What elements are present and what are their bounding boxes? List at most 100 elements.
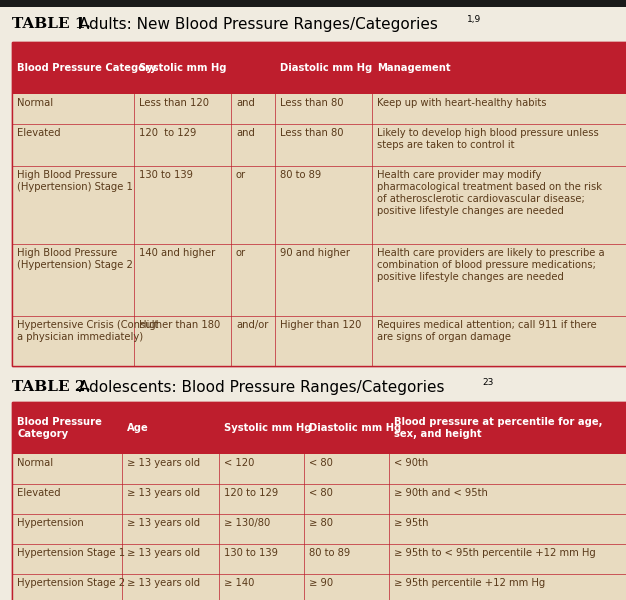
Bar (0, 0, 626, 7)
Text: Systolic mm Hg: Systolic mm Hg (224, 423, 312, 433)
Text: High Blood Pressure
(Hypertension) Stage 1: High Blood Pressure (Hypertension) Stage… (17, 170, 133, 192)
Bar (389, 544, 626, 574)
Bar (122, 574, 219, 600)
Text: Keep up with heart-healthy habits: Keep up with heart-healthy habits (377, 98, 546, 108)
Text: ≥ 95th: ≥ 95th (394, 518, 429, 528)
Text: Normal: Normal (17, 98, 53, 108)
Text: < 90th: < 90th (394, 458, 428, 468)
Text: Diastolic mm Hg: Diastolic mm Hg (309, 423, 401, 433)
Bar (231, 166, 275, 244)
Bar (304, 544, 389, 574)
Bar (12, 316, 134, 366)
Bar (389, 484, 626, 514)
Bar (12, 484, 122, 514)
Text: ≥ 13 years old: ≥ 13 years old (127, 518, 200, 528)
Bar (12, 166, 134, 244)
Bar (12, 402, 122, 454)
Bar (275, 124, 372, 166)
Text: and: and (236, 128, 255, 138)
Bar (231, 316, 275, 366)
Bar (275, 94, 372, 124)
Bar (275, 42, 372, 94)
Text: Diastolic mm Hg: Diastolic mm Hg (280, 63, 372, 73)
Text: Blood Pressure
Category: Blood Pressure Category (17, 417, 102, 439)
Text: Hypertensive Crisis (Consult
a physician immediately): Hypertensive Crisis (Consult a physician… (17, 320, 158, 342)
Text: ≥ 90th and < 95th: ≥ 90th and < 95th (394, 488, 488, 498)
Text: Adolescents: Blood Pressure Ranges/Categories: Adolescents: Blood Pressure Ranges/Categ… (74, 380, 444, 395)
Bar (231, 124, 275, 166)
Bar (134, 244, 231, 316)
Bar (134, 316, 231, 366)
Text: ≥ 13 years old: ≥ 13 years old (127, 458, 200, 468)
Bar (219, 402, 304, 454)
Text: Health care provider may modify
pharmacological treatment based on the risk
of a: Health care provider may modify pharmaco… (377, 170, 602, 216)
Text: < 80: < 80 (309, 458, 333, 468)
Bar (372, 124, 626, 166)
Text: 80 to 89: 80 to 89 (280, 170, 321, 180)
Text: or: or (236, 170, 246, 180)
Text: and: and (236, 98, 255, 108)
Text: Higher than 180: Higher than 180 (139, 320, 220, 330)
Bar (12, 42, 626, 366)
Bar (122, 454, 219, 484)
Text: Management: Management (377, 63, 451, 73)
Bar (389, 402, 626, 454)
Text: ≥ 90: ≥ 90 (309, 578, 333, 588)
Text: ≥ 140: ≥ 140 (224, 578, 254, 588)
Bar (389, 514, 626, 544)
Text: 23: 23 (482, 378, 493, 387)
Text: ≥ 13 years old: ≥ 13 years old (127, 488, 200, 498)
Bar (389, 454, 626, 484)
Bar (12, 42, 626, 366)
Text: 140 and higher: 140 and higher (139, 248, 215, 258)
Text: Hypertension Stage 2: Hypertension Stage 2 (17, 578, 125, 588)
Text: ≥ 95th percentile +12 mm Hg: ≥ 95th percentile +12 mm Hg (394, 578, 545, 588)
Bar (12, 574, 122, 600)
Bar (134, 124, 231, 166)
Bar (231, 42, 275, 94)
Bar (275, 166, 372, 244)
Text: High Blood Pressure
(Hypertension) Stage 2: High Blood Pressure (Hypertension) Stage… (17, 248, 133, 270)
Text: Health care providers are likely to prescribe a
combination of blood pressure me: Health care providers are likely to pres… (377, 248, 605, 282)
Text: 120  to 129: 120 to 129 (139, 128, 197, 138)
Text: < 120: < 120 (224, 458, 254, 468)
Bar (219, 544, 304, 574)
Text: ≥ 130/80: ≥ 130/80 (224, 518, 270, 528)
Bar (304, 484, 389, 514)
Text: Normal: Normal (17, 458, 53, 468)
Bar (12, 94, 134, 124)
Bar (304, 574, 389, 600)
Bar (275, 244, 372, 316)
Bar (12, 514, 122, 544)
Text: Requires medical attention; call 911 if there
are signs of organ damage: Requires medical attention; call 911 if … (377, 320, 597, 342)
Text: < 80: < 80 (309, 488, 333, 498)
Bar (389, 574, 626, 600)
Bar (372, 94, 626, 124)
Bar (275, 316, 372, 366)
Bar (231, 244, 275, 316)
Bar (122, 544, 219, 574)
Text: Adults: New Blood Pressure Ranges/Categories: Adults: New Blood Pressure Ranges/Catego… (74, 17, 438, 32)
Bar (304, 454, 389, 484)
Bar (122, 484, 219, 514)
Bar (372, 166, 626, 244)
Bar (12, 124, 134, 166)
Text: Hypertension Stage 1: Hypertension Stage 1 (17, 548, 125, 558)
Bar (122, 402, 219, 454)
Text: TABLE 2.: TABLE 2. (12, 380, 91, 394)
Text: or: or (236, 248, 246, 258)
Bar (304, 514, 389, 544)
Text: 90 and higher: 90 and higher (280, 248, 350, 258)
Bar (219, 484, 304, 514)
Bar (12, 544, 122, 574)
Text: 130 to 139: 130 to 139 (139, 170, 193, 180)
Text: 80 to 89: 80 to 89 (309, 548, 351, 558)
Bar (219, 454, 304, 484)
Text: ≥ 95th to < 95th percentile +12 mm Hg: ≥ 95th to < 95th percentile +12 mm Hg (394, 548, 596, 558)
Text: ≥ 80: ≥ 80 (309, 518, 333, 528)
Bar (372, 42, 626, 94)
Text: Systolic mm Hg: Systolic mm Hg (139, 63, 227, 73)
Bar (134, 94, 231, 124)
Text: Higher than 120: Higher than 120 (280, 320, 361, 330)
Text: Likely to develop high blood pressure unless
steps are taken to control it: Likely to develop high blood pressure un… (377, 128, 598, 150)
